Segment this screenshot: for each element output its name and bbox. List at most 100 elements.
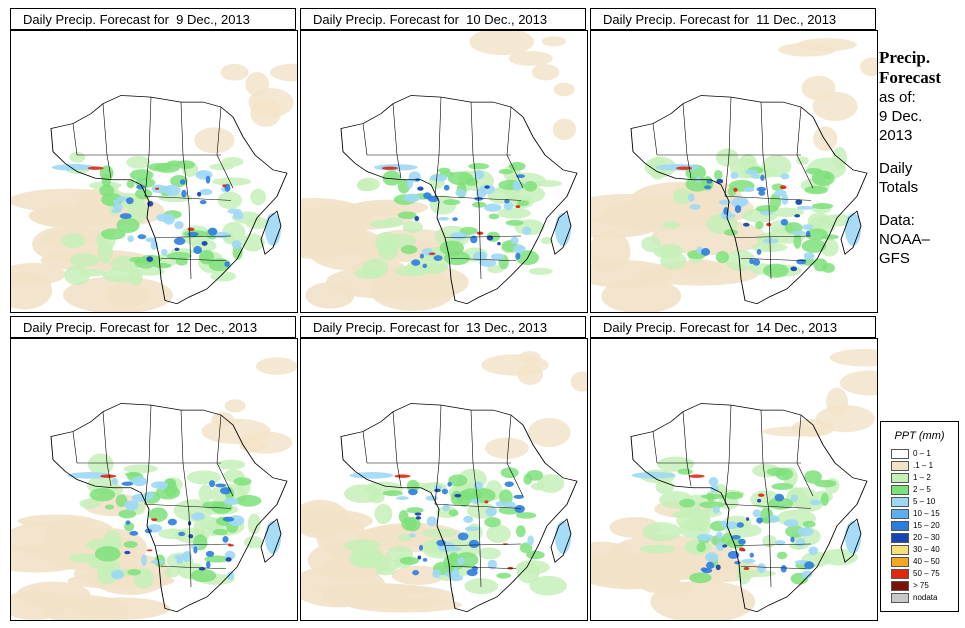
precip-patch (448, 574, 464, 582)
precip-patch (517, 200, 530, 207)
precip-patch (755, 205, 779, 213)
precip-patch (745, 169, 758, 175)
precip-patch (487, 265, 504, 274)
precip-patch (783, 519, 799, 528)
precip-patch (796, 258, 807, 265)
precip-patch (761, 155, 792, 178)
precip-patch (179, 179, 186, 185)
precip-patch (352, 551, 387, 568)
precip-patch (408, 488, 418, 496)
precip-patch (119, 213, 132, 219)
precip-patch (839, 370, 877, 396)
precip-patch (656, 456, 695, 472)
precip-patch (804, 561, 814, 570)
country-border (444, 235, 522, 238)
precip-patch (163, 567, 180, 578)
precip-patch (111, 209, 122, 213)
precip-patch (485, 507, 497, 517)
precip-patch (739, 569, 776, 577)
country-border (768, 204, 772, 279)
legend-swatch (891, 473, 909, 483)
precip-patch (211, 412, 235, 428)
panel-title: Daily Precip. Forecast for 12 Dec., 2013 (10, 316, 296, 338)
legend-row: 15 – 20 (891, 521, 955, 531)
precip-patch (591, 219, 656, 238)
legend-swatch (891, 557, 909, 567)
precip-patch (484, 517, 501, 528)
precip-patch (736, 522, 744, 528)
country-border (72, 431, 78, 463)
africa-map (11, 357, 297, 620)
precip-patch (756, 186, 767, 192)
precip-patch (99, 184, 115, 197)
precip-patch (403, 193, 421, 203)
forecast-panel-day-6: Daily Precip. Forecast for 14 Dec., 2013 (590, 316, 878, 621)
country-border (686, 462, 692, 487)
precip-patch (802, 520, 816, 528)
country-border (396, 154, 402, 179)
precip-patch (763, 263, 789, 278)
precip-patch (399, 556, 419, 565)
precip-patch (515, 512, 537, 519)
precip-patch (381, 166, 398, 170)
precip-patch (174, 221, 184, 230)
precip-patch (62, 276, 174, 312)
legend-swatch (891, 593, 909, 603)
precip-patch (522, 226, 532, 235)
precip-patch (220, 63, 249, 81)
precip-patch (677, 468, 693, 475)
precip-patch (741, 558, 756, 564)
madagascar-outline (840, 210, 862, 255)
country-border (144, 196, 232, 201)
precip-map (10, 338, 298, 621)
precip-patch (148, 507, 168, 522)
precip-patch (126, 179, 135, 189)
precip-patch (223, 497, 239, 506)
legend-label: 20 – 30 (913, 533, 940, 542)
precip-patch (269, 63, 297, 82)
precip-patch (505, 219, 524, 226)
precip-map (10, 30, 298, 313)
precip-patch (415, 516, 422, 520)
country-border (724, 462, 730, 505)
legend-title: PPT (mm) (894, 430, 945, 442)
precip-patch (793, 233, 802, 249)
precip-patch (391, 565, 445, 585)
precip-patch (468, 539, 480, 549)
legend-row: 2 – 5 (891, 485, 955, 495)
precip-patch (206, 560, 211, 569)
precip-patch (382, 490, 403, 497)
africa-map (591, 38, 877, 312)
precip-patch (723, 229, 738, 236)
precip-patch (11, 271, 53, 310)
legend-row: 50 – 75 (891, 569, 955, 579)
precip-patch (394, 474, 411, 478)
country-border (434, 154, 440, 197)
precip-patch (515, 252, 521, 260)
precip-patch (225, 557, 232, 562)
country-border (724, 504, 812, 509)
precip-patch (725, 249, 756, 272)
country-border (182, 154, 190, 205)
country-border (796, 415, 802, 463)
precip-patch (382, 170, 401, 186)
precip-patch (515, 205, 521, 209)
precip-patch (469, 31, 535, 56)
precip-patch (154, 187, 160, 190)
country-border (144, 462, 150, 505)
precip-patch (769, 193, 782, 210)
madagascar-outline (260, 210, 282, 255)
precip-patch (720, 520, 727, 525)
country-border (180, 410, 184, 463)
precip-patch (217, 459, 246, 470)
precip-patch (821, 263, 836, 273)
country-border (392, 103, 398, 155)
precip-patch (69, 253, 99, 268)
precip-patch (497, 241, 501, 246)
precip-patch (422, 263, 428, 269)
country-border (796, 462, 814, 497)
precip-patch (766, 467, 789, 477)
precip-patch (214, 231, 231, 239)
coastline (630, 95, 868, 305)
country-border (734, 543, 812, 546)
